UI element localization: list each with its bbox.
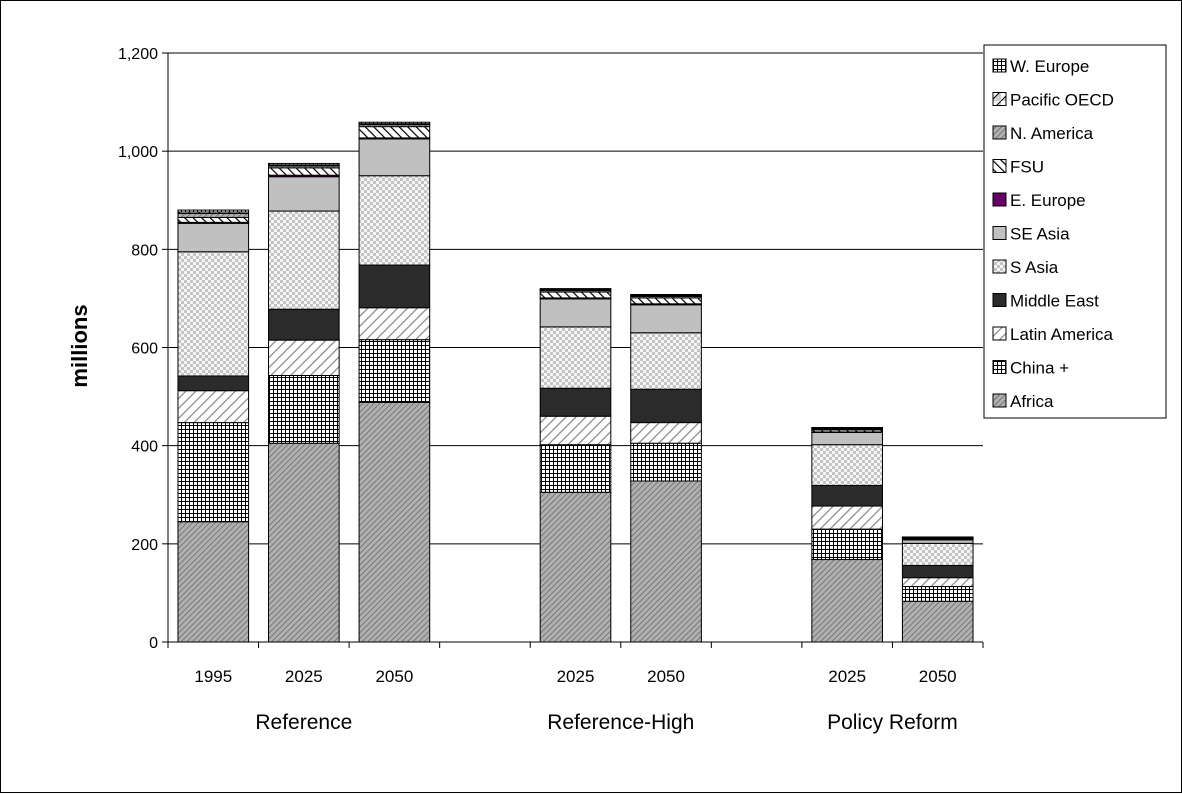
bar-segment xyxy=(540,327,611,388)
x-tick-label: 2050 xyxy=(647,667,685,686)
y-tick-label: 0 xyxy=(149,635,158,652)
bar-segment xyxy=(812,445,883,486)
y-tick-label: 400 xyxy=(131,439,158,456)
group-label: Reference xyxy=(255,711,352,734)
bar-segment xyxy=(902,543,973,565)
y-tick-label: 600 xyxy=(131,341,158,358)
x-tick-label: 2025 xyxy=(557,667,595,686)
bar-segment xyxy=(540,388,611,416)
legend-label: Latin America xyxy=(1010,325,1114,344)
legend-swatch xyxy=(993,59,1006,72)
bar-segment xyxy=(631,423,702,444)
legend-label: SE Asia xyxy=(1010,225,1070,244)
bar-segment xyxy=(178,391,249,423)
bar-segment xyxy=(178,252,249,376)
y-tick-label: 1,200 xyxy=(118,46,158,63)
legend-swatch xyxy=(993,327,1006,340)
bar-segment xyxy=(631,481,702,642)
bar-segment xyxy=(269,163,340,164)
x-tick-label: 1995 xyxy=(194,667,232,686)
bar-segment xyxy=(359,122,430,123)
bar-segment xyxy=(178,214,249,218)
bar-segment xyxy=(540,416,611,444)
x-tick-label: 2025 xyxy=(828,667,866,686)
legend-swatch xyxy=(993,294,1006,307)
bar-segment xyxy=(269,177,340,211)
bar-segment xyxy=(540,289,611,290)
bar-segment xyxy=(540,299,611,327)
bar-segment xyxy=(359,139,430,176)
bar-segment xyxy=(269,340,340,375)
bar-segment xyxy=(359,402,430,642)
y-tick-label: 1,000 xyxy=(118,144,158,161)
bar-segment xyxy=(540,292,611,298)
bar-segment xyxy=(902,578,973,587)
bar-segment xyxy=(178,223,249,251)
bar-segment xyxy=(631,305,702,333)
bar-segment xyxy=(269,375,340,443)
bar-segment xyxy=(902,540,973,543)
bar-segment xyxy=(178,210,249,212)
bar-segment xyxy=(178,217,249,222)
bar-segment xyxy=(269,168,340,175)
bar-segment xyxy=(812,560,883,642)
bar-segment xyxy=(812,428,883,429)
bar-segment xyxy=(540,445,611,493)
legend-label: FSU xyxy=(1010,158,1044,177)
bar-segment xyxy=(178,522,249,642)
x-tick-label: 2050 xyxy=(919,667,957,686)
legend-swatch xyxy=(993,227,1006,240)
group-label: Policy Reform xyxy=(827,711,958,734)
x-tick-label: 2025 xyxy=(285,667,323,686)
legend-swatch xyxy=(993,126,1006,139)
legend-label: S Asia xyxy=(1010,258,1059,277)
bar-segment xyxy=(359,127,430,138)
legend-label: Africa xyxy=(1010,392,1054,411)
bar-segment xyxy=(359,340,430,403)
bar-segment xyxy=(269,309,340,340)
bar-segment xyxy=(902,601,973,642)
bar-segment xyxy=(631,443,702,481)
group-label: Reference-High xyxy=(547,711,694,734)
legend-swatch xyxy=(993,193,1006,206)
legend-label: Pacific OECD xyxy=(1010,91,1114,110)
y-tick-label: 200 xyxy=(131,537,158,554)
bar-segment xyxy=(178,376,249,391)
bar-segment xyxy=(902,565,973,577)
legend: W. Europe Pacific OECD N. America FSU E. Eur… xyxy=(984,45,1166,418)
legend-swatch xyxy=(993,93,1006,106)
bar-segment xyxy=(902,587,973,602)
bar-segment xyxy=(269,211,340,309)
bar-segment xyxy=(812,529,883,559)
bar-segment xyxy=(359,176,430,265)
legend-swatch xyxy=(993,260,1006,273)
y-tick-label: 800 xyxy=(131,242,158,259)
bar-segment xyxy=(631,389,702,422)
legend-swatch xyxy=(993,361,1006,374)
bar-segment xyxy=(269,443,340,642)
y-axis-title: millions xyxy=(67,304,92,387)
legend-swatch xyxy=(993,394,1006,407)
bar-segment xyxy=(631,333,702,389)
bar-segment xyxy=(631,294,702,295)
plot-bars xyxy=(178,122,973,642)
bar-segment xyxy=(631,298,702,304)
legend-label: E. Europe xyxy=(1010,191,1086,210)
bar-segment xyxy=(359,308,430,340)
bar-segment xyxy=(178,423,249,522)
bar-segment xyxy=(359,265,430,308)
legend-label: N. America xyxy=(1010,124,1094,143)
bar-segment xyxy=(812,485,883,506)
bar-segment xyxy=(812,432,883,444)
legend-label: China + xyxy=(1010,359,1069,378)
legend-label: W. Europe xyxy=(1010,57,1089,76)
legend-swatch xyxy=(993,160,1006,173)
legend-label: Middle East xyxy=(1010,292,1099,311)
bar-segment xyxy=(812,506,883,529)
bar-segment xyxy=(540,492,611,642)
x-tick-label: 2050 xyxy=(375,667,413,686)
